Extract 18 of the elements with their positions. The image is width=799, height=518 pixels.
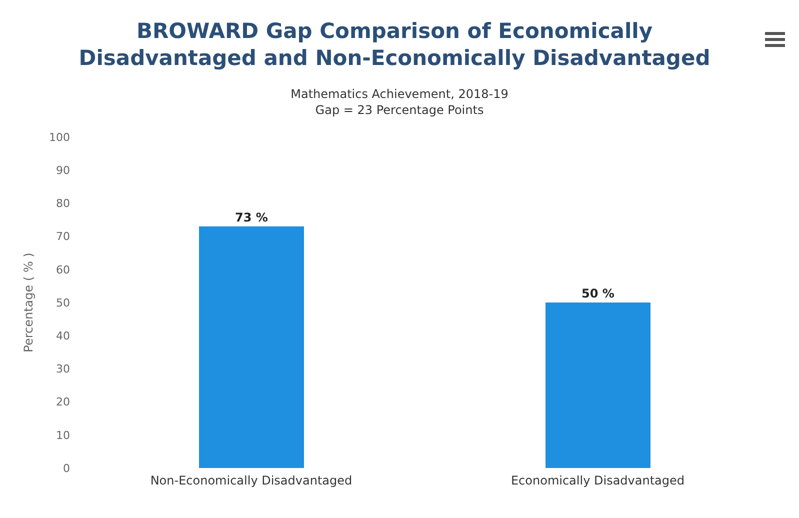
chart-subtitle: Mathematics Achievement, 2018-19 Gap = 23 Percentage Points xyxy=(290,86,510,118)
y-tick-label: 0 xyxy=(63,462,70,475)
chart-title: BROWARD Gap Comparison of Economically Disadvantaged and Non-Economically Disadvantaged xyxy=(78,18,712,72)
data-label: 50 % xyxy=(582,286,614,300)
y-tick-label: 60 xyxy=(56,263,70,276)
data-label: 73 % xyxy=(235,210,268,224)
y-tick-label: 50 xyxy=(56,296,70,310)
x-tick-label: Non-Economically Disadvantaged xyxy=(150,474,352,488)
x-tick-label: Economically Disadvantaged xyxy=(510,474,685,488)
y-tick-label: 30 xyxy=(56,362,70,376)
y-tick-label: 100 xyxy=(49,130,70,144)
y-tick-label: 20 xyxy=(56,396,70,409)
y-tick-label: 80 xyxy=(56,197,70,210)
y-tick-label: 70 xyxy=(56,230,70,244)
y-tick-label: 10 xyxy=(56,428,70,442)
y-axis-title: Percentage ( % ) xyxy=(21,252,36,352)
y-tick-label: 90 xyxy=(56,164,70,178)
y-tick-label: 40 xyxy=(56,330,70,343)
